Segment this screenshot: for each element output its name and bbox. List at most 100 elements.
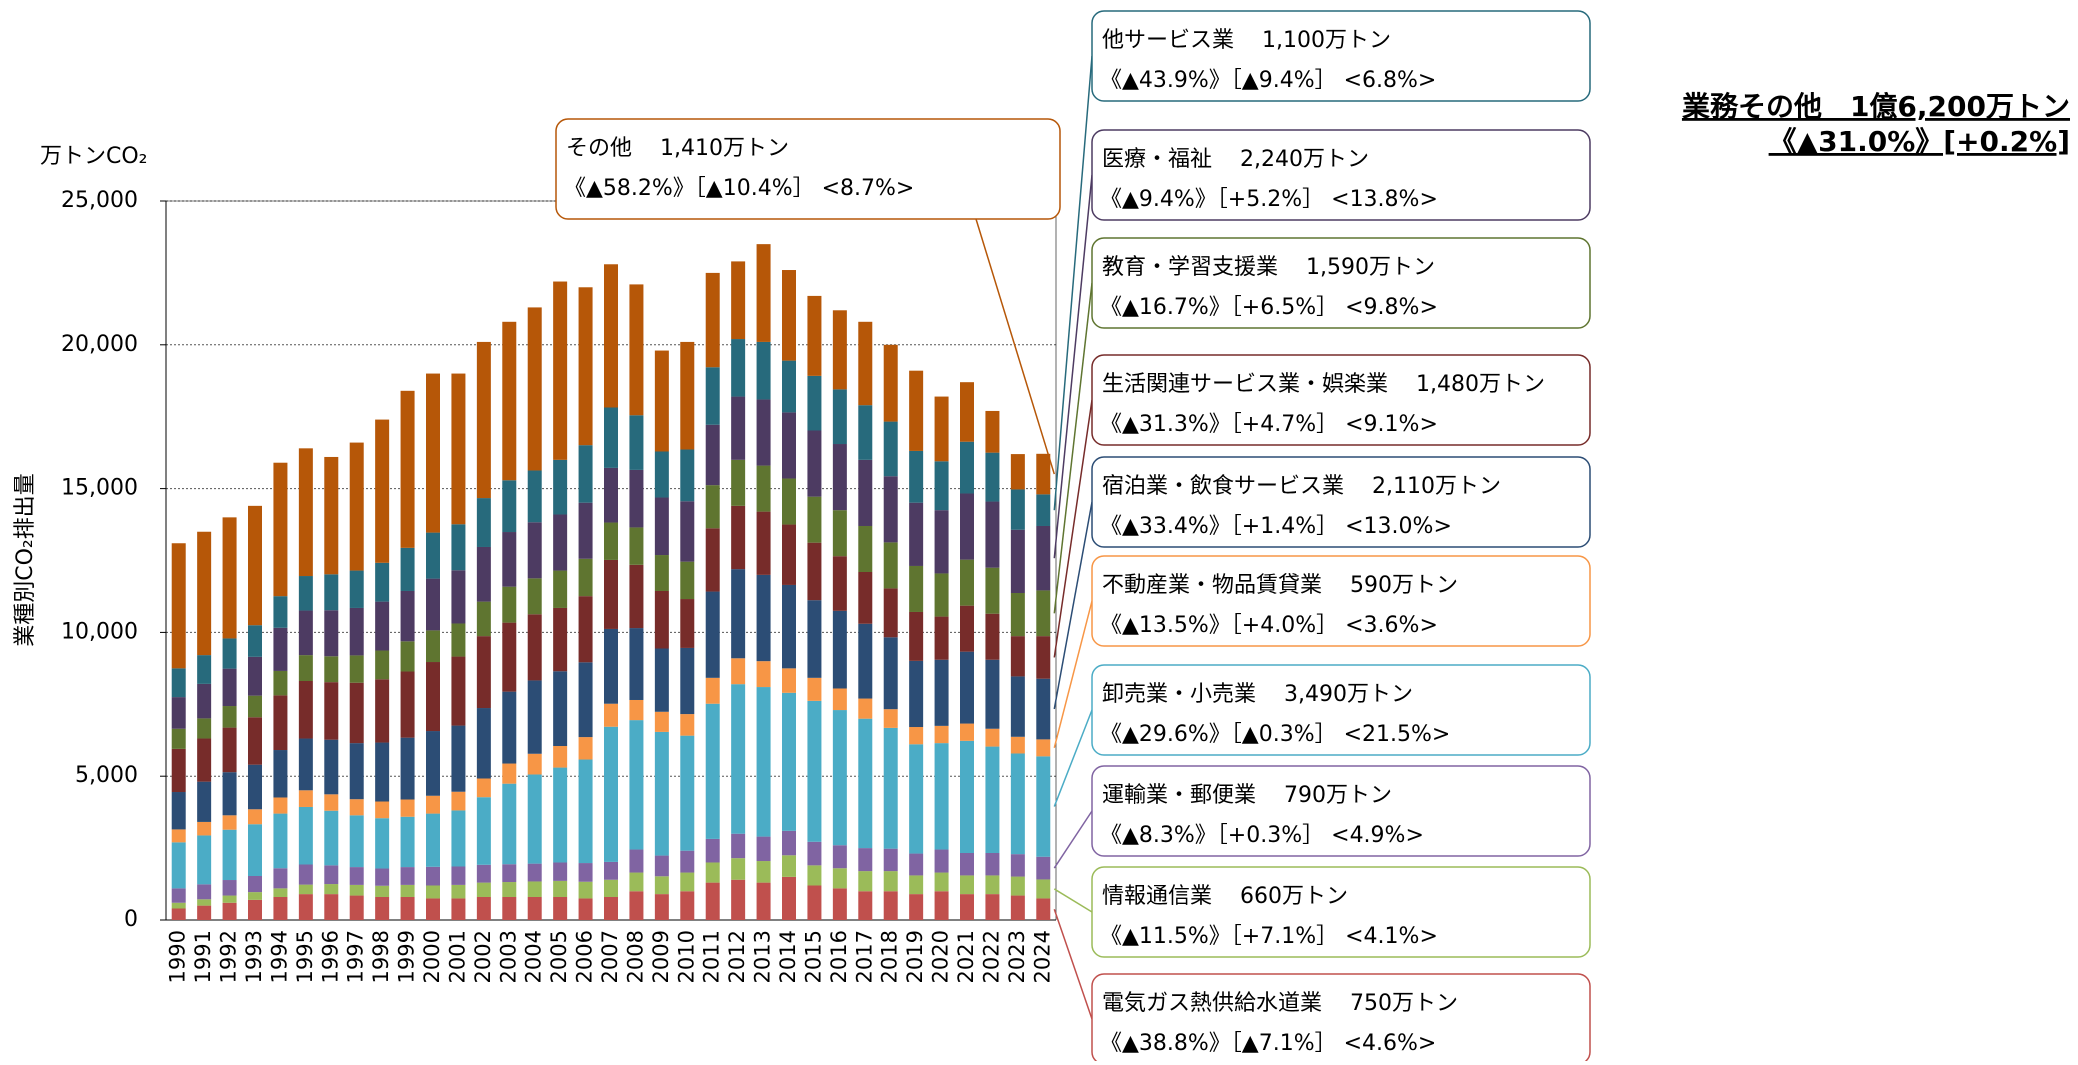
callout-name: 生活関連サービス業・娯楽業 1,480万トン [1102,372,1545,397]
x-tick-label: 2019 [903,930,927,983]
x-tick-label: 2001 [445,930,469,983]
bar-segment [858,698,873,719]
bar-segment [832,444,847,511]
bar-segment [654,876,669,895]
bar-segment [527,578,542,615]
bar-segment [502,586,517,623]
bar-segment [400,737,415,800]
bar-segment [832,610,847,689]
callout-change: 《▲8.3%》［+0.3%］ <4.9%> [1100,823,1424,848]
bar-segment [248,892,262,900]
bar-segment [375,562,390,602]
bar-segment [731,684,746,834]
bar-segment [171,829,186,843]
bar-segment [858,871,873,892]
bar-segment [934,725,949,744]
callout-amount: 1,100万トン [1262,28,1391,53]
bar-segment [222,727,237,773]
bar-segment [248,625,262,657]
bar-segment [883,637,898,710]
bar-segment [934,573,949,617]
bar-segment [273,888,288,897]
series-name: 運輸業・郵便業 [1102,783,1256,808]
bar-segment [985,746,1000,853]
callout-name: 情報通信業 660万トン [1102,884,1348,909]
bar-segment [858,891,873,920]
bar-segment [400,867,415,885]
bar-segment [731,339,746,397]
bar-segment [400,641,415,672]
bar-segment [909,727,924,745]
bar-segment [985,613,1000,660]
callout-name: 不動産業・物品賃貸業 590万トン [1102,573,1458,598]
bar-segment [451,524,466,571]
leader-line [1053,282,1093,614]
bar-segment [909,660,924,728]
bar-segment [883,344,898,422]
bar-segment [985,728,1000,747]
bar-segment [324,884,339,895]
bar-segment [197,821,212,836]
bar-segment [476,498,491,547]
bar-segment [222,638,237,669]
bar-segment [731,505,746,570]
bar-segment [909,502,924,566]
bar-segment [349,607,364,656]
bar-segment [782,830,796,856]
bar-segment [858,718,873,849]
x-tick-label: 1997 [344,930,368,983]
callout-box [555,118,1061,220]
bar-segment [451,866,466,885]
bar-segment [476,601,491,637]
callout-change: 《▲33.4%》［+1.4%］ <13.0%> [1100,514,1452,539]
bar-segment [1036,898,1051,920]
bar-segment [604,703,618,727]
bar-segment [960,894,974,920]
bar-segment [883,848,898,872]
bar-segment [553,570,568,608]
bar-segment [273,670,288,696]
bar-segment [832,688,847,711]
bar-segment [883,542,898,589]
bar-segment [807,295,822,376]
bar-segment [934,461,949,511]
bar-segment [756,661,771,688]
bar-segment [502,783,517,865]
bar-segment [273,896,288,920]
bar-segment [426,813,440,867]
callout-name: 電気ガス熱供給水道業 750万トン [1102,991,1458,1016]
bar-segment [731,833,746,859]
x-tick-label: 1993 [242,930,266,983]
leader-line [1053,888,1093,913]
bar-segment [909,370,924,451]
x-tick-label: 2011 [700,930,724,983]
bar-segment [883,727,898,849]
bar-segment [578,863,593,882]
x-tick-label: 2024 [1030,930,1054,983]
bar-segment [858,459,873,526]
bar-segment [731,879,746,920]
bar-segment [324,865,339,885]
bar-segment [476,708,491,779]
callout-amount: 790万トン [1284,783,1392,808]
bar-segment [476,546,491,602]
bar-segment [222,902,237,920]
bar-segment [426,731,440,796]
bar-segment [705,838,720,863]
bar-segment [578,759,593,864]
bar-segment [883,421,898,477]
series-name: 医療・福祉 [1102,147,1212,172]
callout-change: 《▲9.4%》［+5.2%］ <13.8%> [1100,187,1438,212]
bar-segment [527,774,542,864]
bar-segment [451,570,466,624]
series-name: 不動産業・物品賃貸業 [1102,573,1322,598]
leader-line [1053,810,1093,869]
bar-segment [705,703,720,839]
bar-segment [858,405,873,460]
bar-segment [578,596,593,663]
bar-segment [934,849,949,873]
bar-segment [629,527,644,565]
bar-segment [985,452,1000,502]
chart-subtitle: 《▲31.0%》[+0.2%] [1769,125,2070,158]
bar-segment [705,591,720,678]
